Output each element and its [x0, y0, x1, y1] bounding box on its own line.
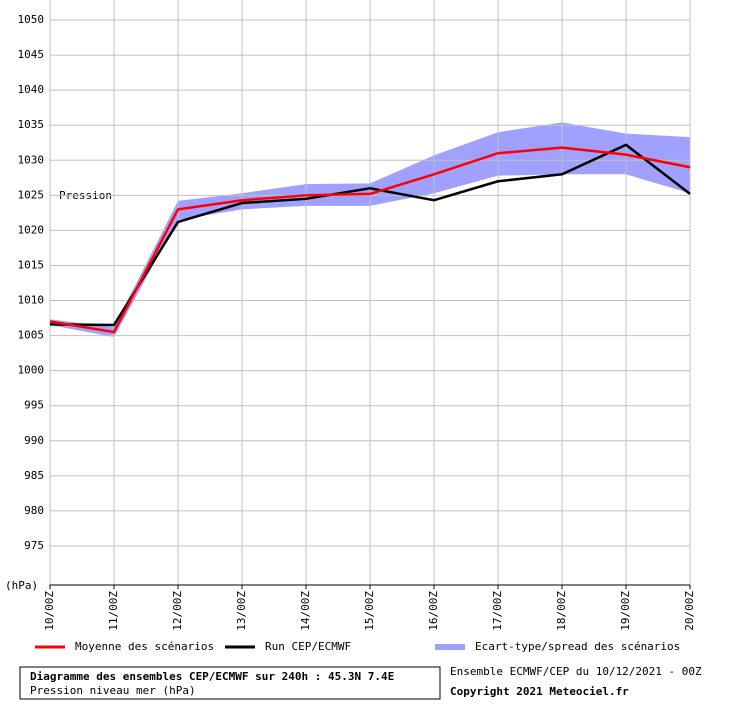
line-series — [49, 146, 691, 334]
y-tick-label: 985 — [24, 469, 44, 482]
y-tick-label: 1050 — [18, 13, 45, 26]
x-tick-label: 15/00Z — [363, 591, 376, 631]
y-tick-label: 1010 — [18, 294, 45, 307]
footer-box — [19, 666, 441, 700]
legend-label: Run CEP/ECMWF — [265, 640, 351, 653]
x-tick-label: 12/00Z — [171, 591, 184, 631]
y-tick-label: 1020 — [18, 223, 45, 236]
y-tick-label: 1030 — [18, 153, 45, 166]
y-tick-label: 1035 — [18, 118, 45, 131]
footer-copyright: Copyright 2021 Meteociel.fr — [450, 685, 629, 698]
y-tick-label: 1025 — [18, 188, 45, 201]
y-tick-label: 1015 — [18, 258, 45, 271]
y-tick-label: 1045 — [18, 48, 45, 61]
y-tick-label: 1005 — [18, 329, 45, 342]
footer-title: Diagramme des ensembles CEP/ECMWF sur 24… — [30, 670, 394, 683]
x-tick-label: 19/00Z — [619, 591, 632, 631]
legend-label: Ecart-type/spread des scénarios — [475, 640, 680, 653]
y-tick-label: 990 — [24, 434, 44, 447]
x-tick-label: 16/00Z — [427, 591, 440, 631]
footer-run: Ensemble ECMWF/CEP du 10/12/2021 - 00Z — [450, 665, 702, 678]
x-tick-label: 17/00Z — [491, 591, 504, 631]
y-tick-label: 995 — [24, 399, 44, 412]
x-tick-label: 14/00Z — [299, 591, 312, 631]
x-tick-label: 10/00Z — [43, 591, 56, 631]
line-series — [49, 143, 691, 327]
x-tick-label: 13/00Z — [235, 591, 248, 631]
x-tick-label: 20/00Z — [683, 591, 696, 631]
y-tick-label: 975 — [24, 539, 44, 552]
legend-label: Moyenne des scénarios — [75, 640, 214, 653]
footer-subtitle: Pression niveau mer (hPa) — [30, 684, 196, 697]
y-axis-label: (hPa) — [5, 579, 38, 592]
y-tick-label: 980 — [24, 504, 44, 517]
y-tick-label: 1040 — [18, 83, 45, 96]
x-tick-label: 11/00Z — [107, 591, 120, 631]
y-tick-label: 1000 — [18, 364, 45, 377]
x-tick-label: 18/00Z — [555, 591, 568, 631]
